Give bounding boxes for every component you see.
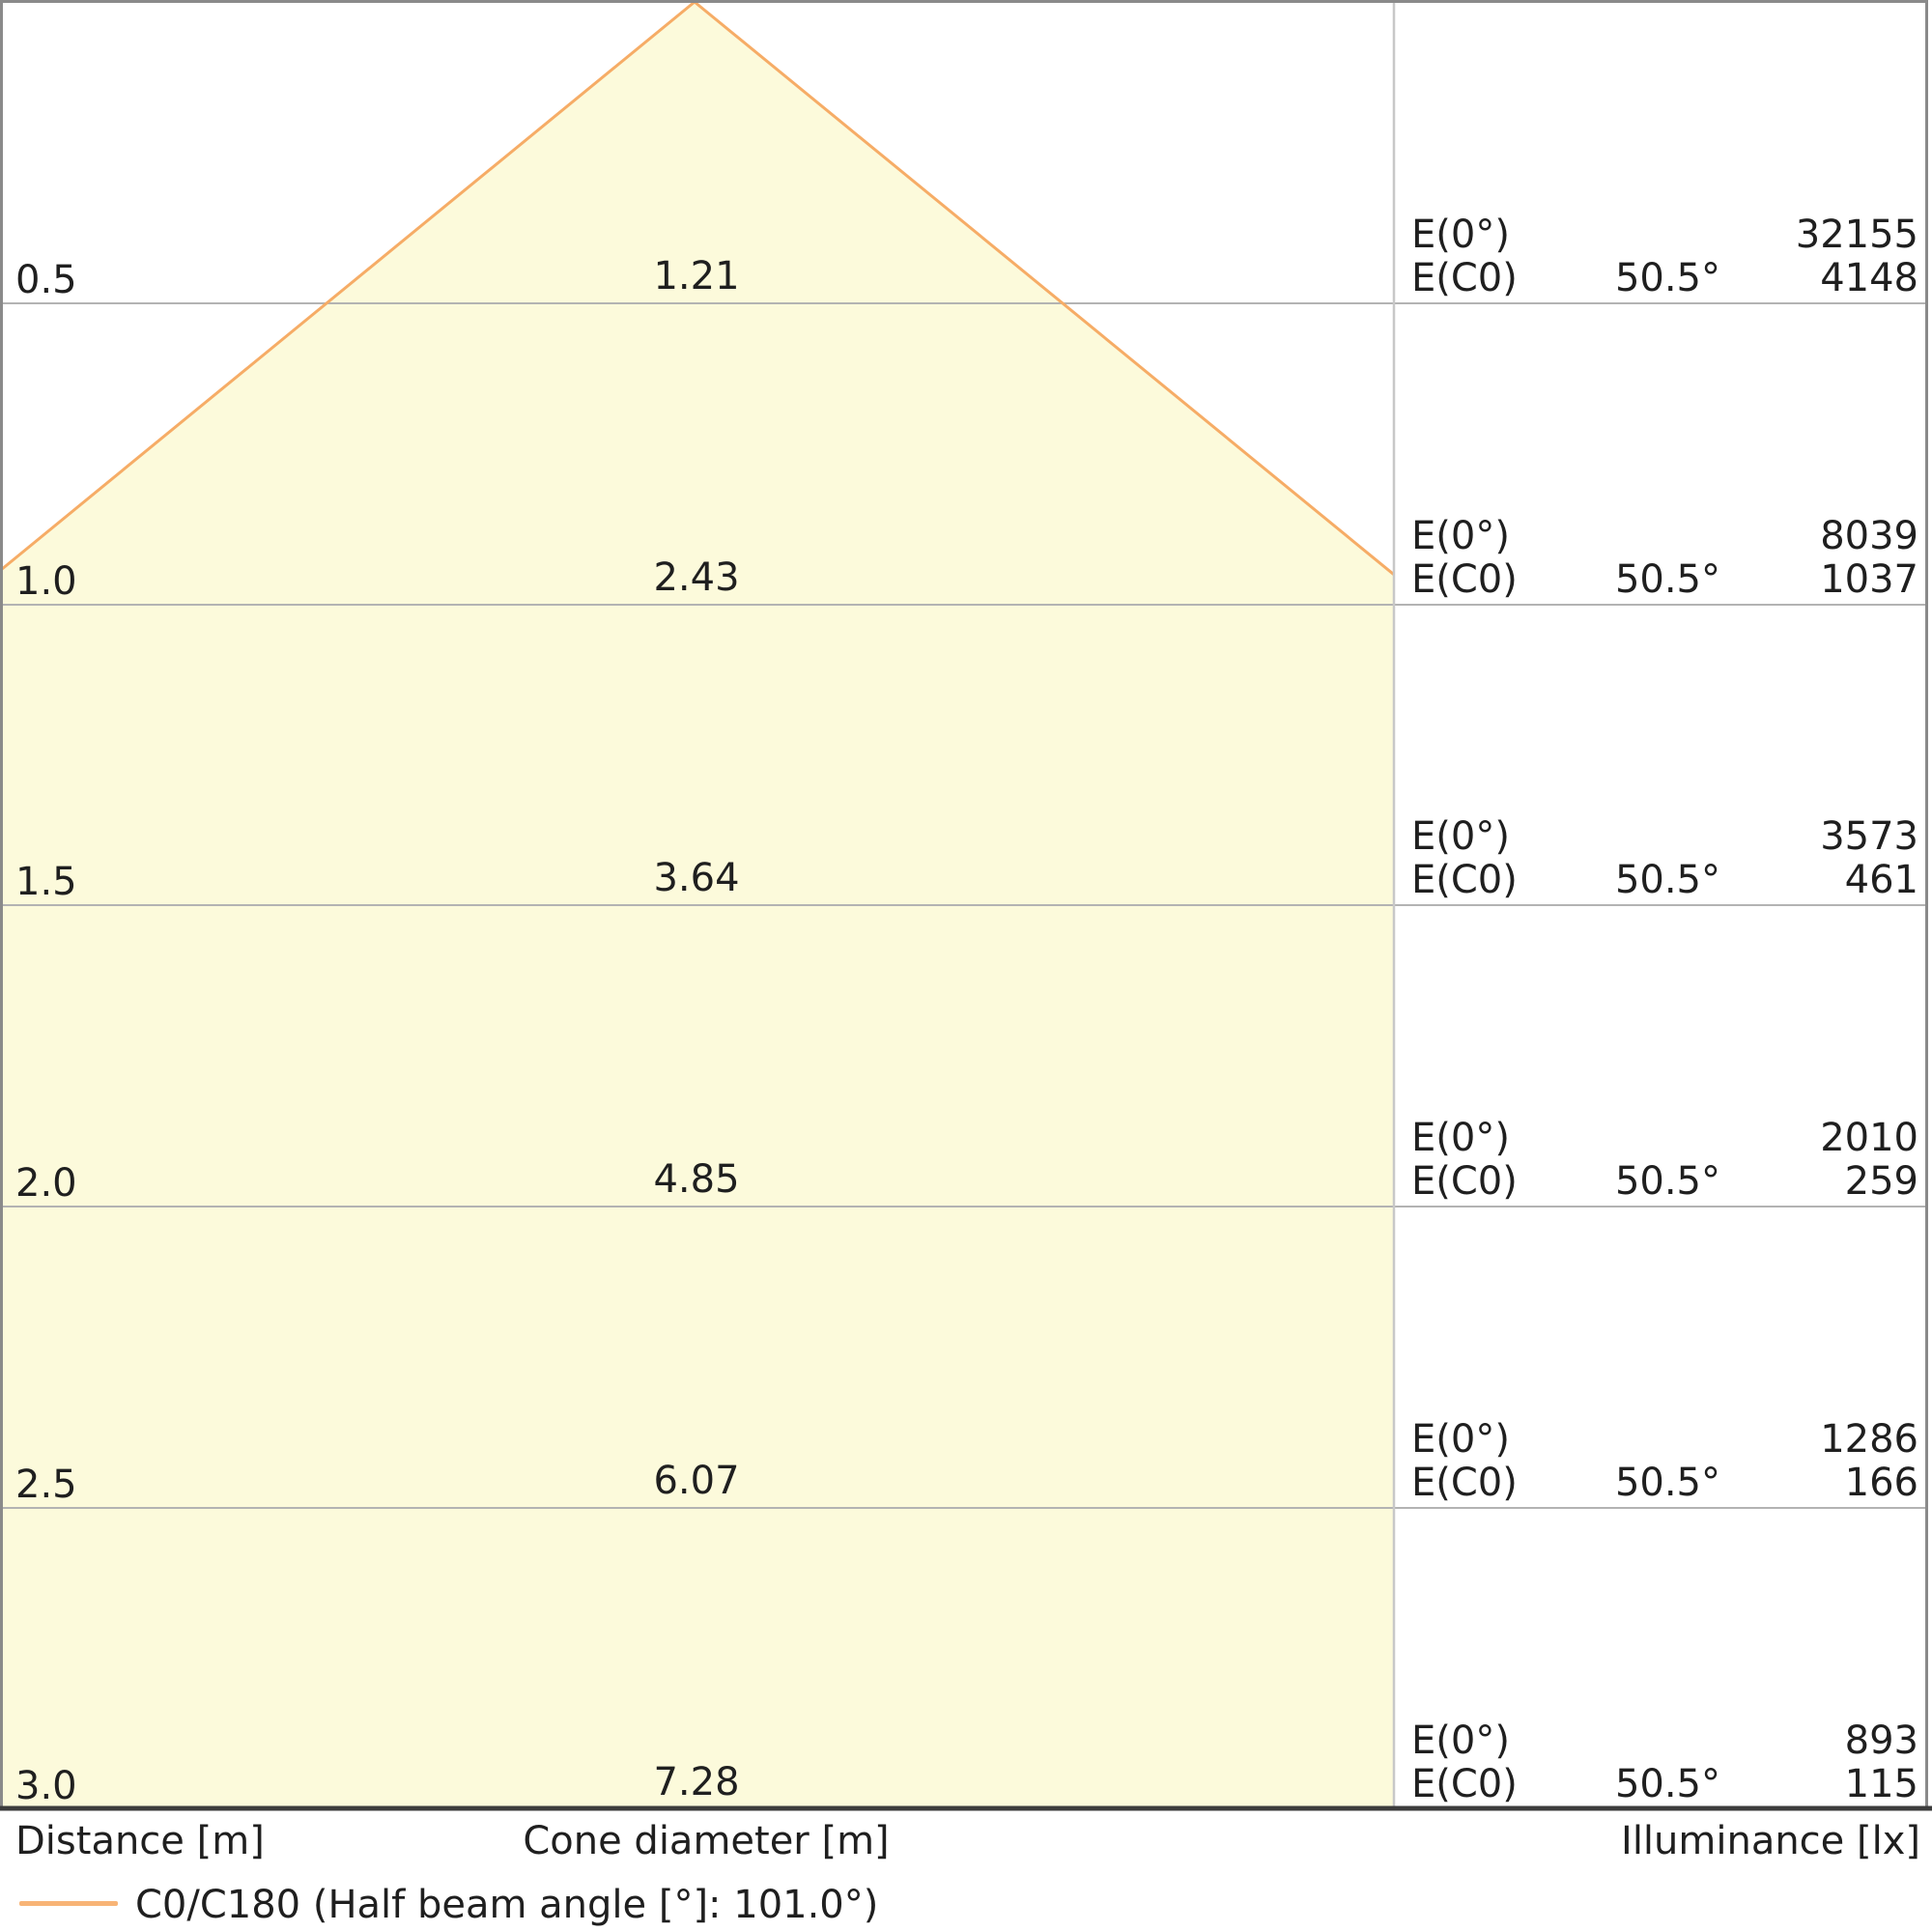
cone-diameter-value: 2.43 (653, 555, 740, 600)
ec0-label: E(C0) (1411, 256, 1518, 300)
e0-row: E(0°) 8039 (1411, 515, 1918, 558)
ec0-value: 166 (1844, 1461, 1918, 1505)
legend-label: C0/C180 (Half beam angle [°]: 101.0°) (135, 1883, 879, 1927)
illuminance-axis-label: Illuminance [lx] (1621, 1819, 1920, 1863)
ec0-label: E(C0) (1411, 1762, 1518, 1806)
distance-label: 1.5 (15, 860, 77, 904)
beam-angle-value: 50.5° (1614, 858, 1720, 902)
e0-label: E(0°) (1411, 814, 1510, 859)
distance-label: 2.5 (15, 1463, 77, 1507)
ec0-value: 115 (1844, 1762, 1918, 1806)
e0-row: E(0°) 32155 (1411, 213, 1918, 257)
ec0-row: E(C0) 50.5° 461 (1411, 859, 1918, 902)
illuminance-block: E(0°) 2010 E(C0) 50.5° 259 (1411, 1117, 1918, 1204)
cone-diameter-value: 6.07 (653, 1459, 740, 1503)
beam-angle-value: 50.5° (1614, 1159, 1720, 1204)
e0-angle (1585, 1418, 1720, 1462)
ec0-value: 461 (1844, 858, 1918, 902)
cone-diameter-value: 4.85 (653, 1157, 740, 1202)
legend-line-swatch (19, 1901, 118, 1906)
e0-row: E(0°) 1286 (1411, 1418, 1918, 1462)
cone-diameter-axis-label: Cone diameter [m] (523, 1819, 890, 1863)
e0-value: 32155 (1795, 213, 1918, 257)
ec0-row: E(C0) 50.5° 166 (1411, 1462, 1918, 1505)
ec0-label: E(C0) (1411, 557, 1518, 602)
ec0-row: E(C0) 50.5° 4148 (1411, 257, 1918, 300)
e0-value: 3573 (1820, 814, 1918, 859)
e0-value: 8039 (1820, 514, 1918, 558)
cone-diameter-value: 7.28 (653, 1760, 740, 1804)
beam-angle-value: 50.5° (1614, 557, 1720, 602)
e0-label: E(0°) (1411, 1719, 1510, 1763)
cone-edge-left (1, 0, 696, 571)
e0-angle (1585, 1719, 1720, 1763)
ec0-value: 259 (1844, 1159, 1918, 1204)
cone-diameter-value: 3.64 (653, 856, 740, 900)
illuminance-block: E(0°) 893 E(C0) 50.5° 115 (1411, 1719, 1918, 1806)
illuminance-block: E(0°) 1286 E(C0) 50.5° 166 (1411, 1418, 1918, 1505)
illuminance-block: E(0°) 32155 E(C0) 50.5° 4148 (1411, 213, 1918, 300)
e0-value: 893 (1844, 1719, 1918, 1763)
beam-angle-value: 50.5° (1614, 256, 1720, 300)
e0-row: E(0°) 893 (1411, 1719, 1918, 1763)
illuminance-block: E(0°) 3573 E(C0) 50.5° 461 (1411, 815, 1918, 902)
e0-value: 1286 (1820, 1417, 1918, 1462)
ec0-value: 4148 (1820, 256, 1918, 300)
distance-label: 1.0 (15, 559, 77, 604)
distance-label: 2.0 (15, 1161, 77, 1206)
ec0-row: E(C0) 50.5° 115 (1411, 1763, 1918, 1806)
e0-angle (1585, 815, 1720, 859)
e0-label: E(0°) (1411, 514, 1510, 558)
ec0-label: E(C0) (1411, 1159, 1518, 1204)
distance-label: 0.5 (15, 258, 77, 302)
ec0-value: 1037 (1820, 557, 1918, 602)
cone-diameter-value: 1.21 (653, 254, 740, 298)
e0-angle (1585, 1117, 1720, 1160)
e0-row: E(0°) 3573 (1411, 815, 1918, 859)
e0-row: E(0°) 2010 (1411, 1117, 1918, 1160)
ec0-row: E(C0) 50.5° 1037 (1411, 558, 1918, 602)
ec0-label: E(C0) (1411, 858, 1518, 902)
ec0-label: E(C0) (1411, 1461, 1518, 1505)
e0-label: E(0°) (1411, 1116, 1510, 1160)
distance-axis-label: Distance [m] (15, 1819, 265, 1863)
e0-angle (1585, 515, 1720, 558)
cone-edge-right (694, 0, 1395, 576)
beam-angle-value: 50.5° (1614, 1762, 1720, 1806)
ec0-row: E(C0) 50.5° 259 (1411, 1160, 1918, 1204)
e0-angle (1585, 213, 1720, 257)
e0-label: E(0°) (1411, 1417, 1510, 1462)
e0-value: 2010 (1820, 1116, 1918, 1160)
beam-angle-value: 50.5° (1614, 1461, 1720, 1505)
distance-label: 3.0 (15, 1764, 77, 1808)
illuminance-block: E(0°) 8039 E(C0) 50.5° 1037 (1411, 515, 1918, 602)
e0-label: E(0°) (1411, 213, 1510, 257)
